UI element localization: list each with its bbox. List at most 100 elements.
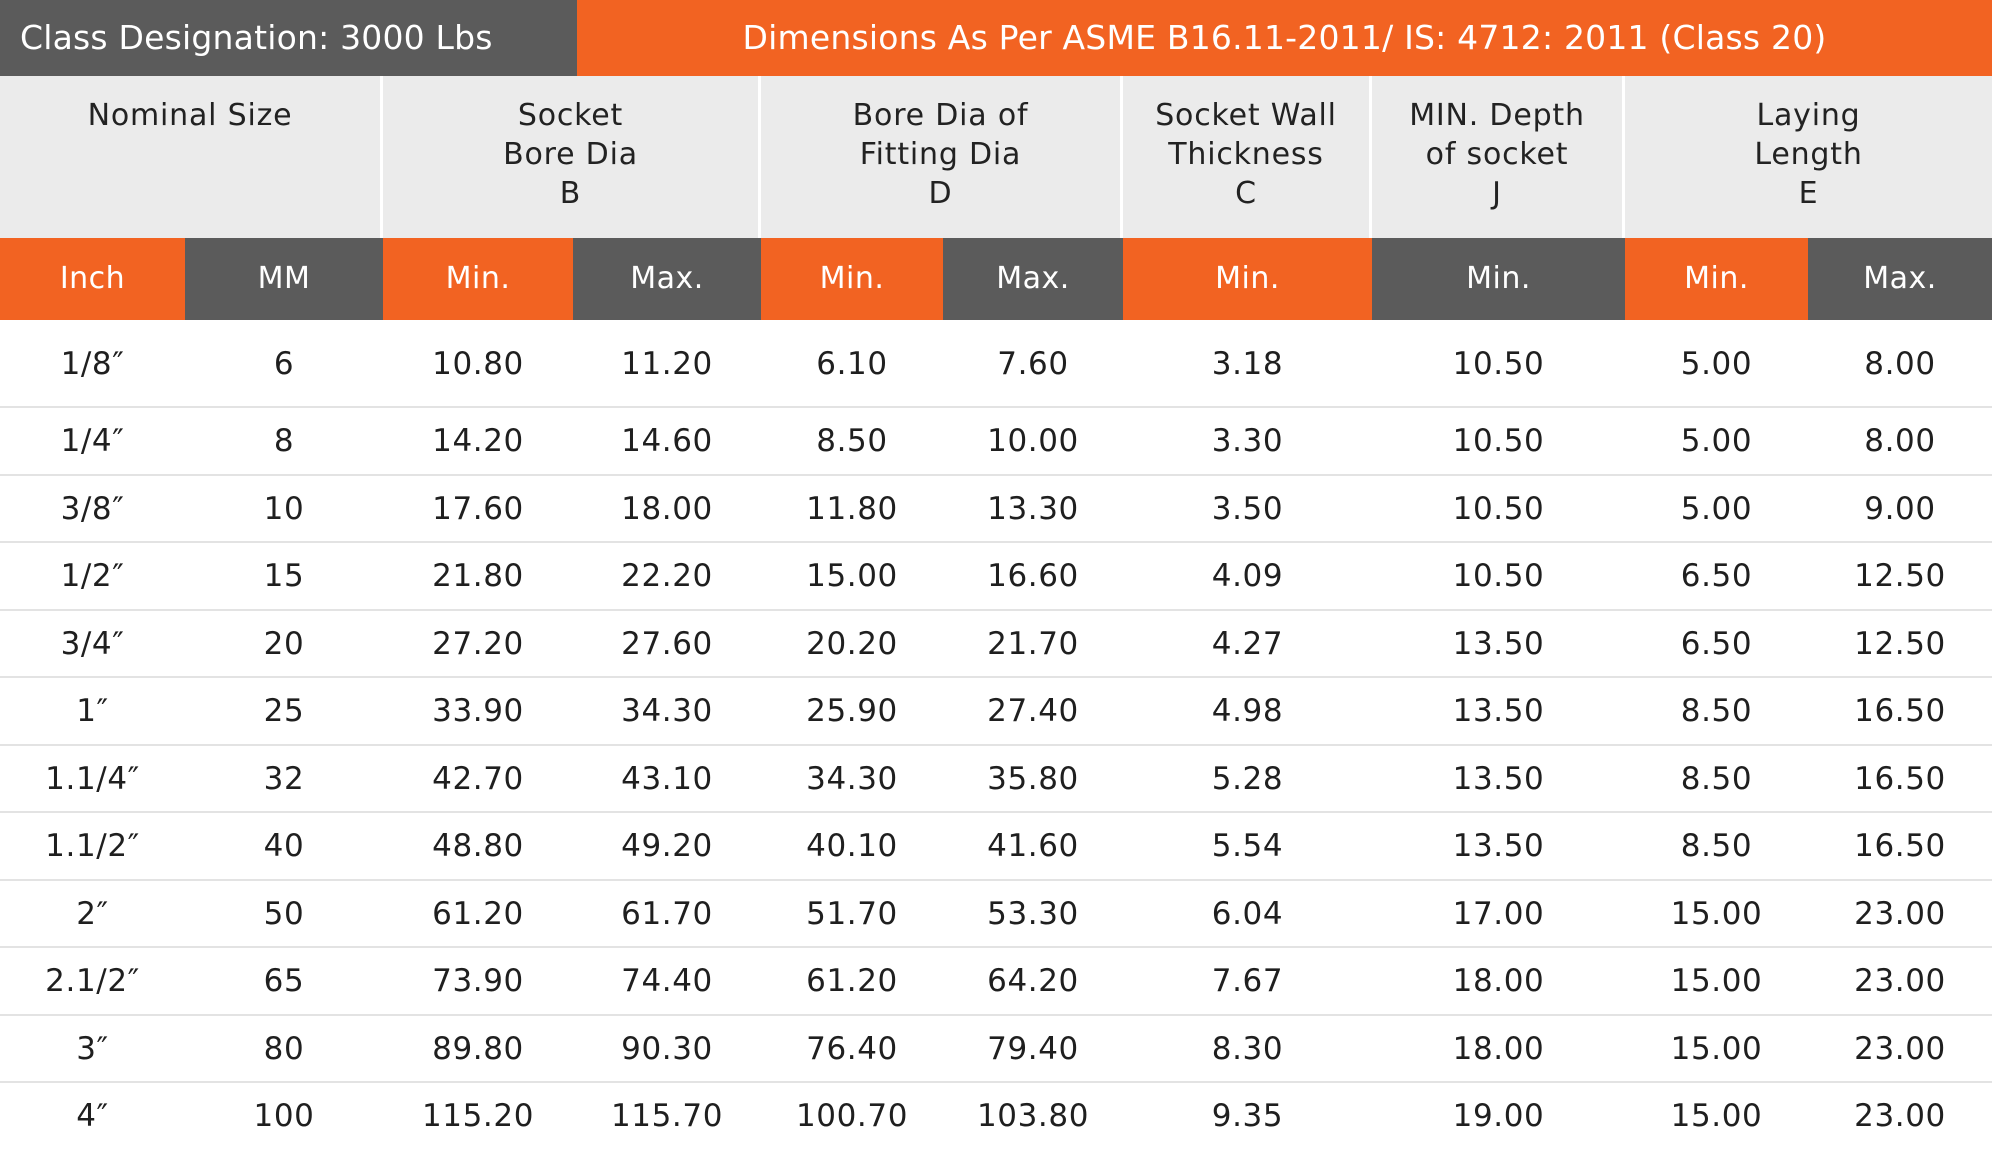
cell-depth-min: 13.50 xyxy=(1452,760,1545,797)
cell-bore-max: 103.80 xyxy=(976,1098,1090,1134)
cell-mm: 25 xyxy=(263,693,305,729)
cell-wall-min: 3.18 xyxy=(1211,346,1284,382)
dimensions-standard-label: Dimensions As Per ASME B16.11-2011/ IS: … xyxy=(577,0,1992,76)
header-line: Socket xyxy=(517,98,624,133)
cell-bore-min: 15.00 xyxy=(806,558,898,594)
cell-mm: 32 xyxy=(263,760,305,797)
cell-socket-max: 74.40 xyxy=(621,963,713,999)
table-row: 1/4″ 8 14.20 14.60 8.50 10.00 3.30 10.50 5.00 8.0… xyxy=(0,408,1992,476)
cell-laying-max: 16.50 xyxy=(1854,760,1946,797)
cell-depth-min: 13.50 xyxy=(1452,693,1545,729)
cell-laying-max: 9.00 xyxy=(1864,490,1936,527)
table-row: 1/2″ 15 21.80 22.20 15.00 16.60 4.09 10.50 6.50 1… xyxy=(0,543,1992,611)
cell-socket-min: 48.80 xyxy=(432,828,524,864)
cell-wall-min: 5.28 xyxy=(1211,760,1284,797)
header-line: B xyxy=(559,176,582,211)
cell-wall-min: 5.54 xyxy=(1211,828,1284,864)
cell-wall-min: 4.09 xyxy=(1211,558,1284,594)
cell-inch: 1/8″ xyxy=(60,346,125,382)
cell-wall-min: 7.67 xyxy=(1211,963,1284,999)
table-body: 1/8″ 6 10.80 11.20 6.10 7.60 3.18 10.50 5.00 8.00… xyxy=(0,320,1992,1151)
cell-socket-max: 34.30 xyxy=(621,693,713,729)
cell-wall-min: 3.30 xyxy=(1211,423,1284,459)
cell-inch: 2″ xyxy=(76,895,109,932)
table-row: 1.1/4″ 32 42.70 43.10 34.30 35.80 5.28 13.50 8.5… xyxy=(0,746,1992,813)
header-line: J xyxy=(1492,176,1502,211)
cell-bore-max: 41.60 xyxy=(987,828,1079,864)
cell-mm: 65 xyxy=(263,963,305,999)
cell-inch: 1″ xyxy=(76,693,109,729)
cell-socket-max: 115.70 xyxy=(610,1098,724,1134)
header-line: of socket xyxy=(1425,137,1569,172)
cell-socket-max: 61.70 xyxy=(621,895,713,932)
subheader-laying-max: Max. xyxy=(1808,238,1992,320)
table-row: 3″ 80 89.80 90.30 76.40 79.40 8.30 18.00 15.00 23… xyxy=(0,1016,1992,1083)
cell-wall-min: 4.27 xyxy=(1211,625,1284,662)
cell-mm: 40 xyxy=(263,828,305,864)
cell-socket-max: 49.20 xyxy=(621,828,713,864)
cell-socket-min: 21.80 xyxy=(432,558,524,594)
table-row: 3/4″ 20 27.20 27.60 20.20 21.70 4.27 13.50 6.50 1… xyxy=(0,611,1992,678)
cell-depth-min: 10.50 xyxy=(1452,423,1545,459)
header-line: Bore Dia of xyxy=(852,98,1029,133)
table-row: 1″ 25 33.90 34.30 25.90 27.40 4.98 13.50 8.50 16.… xyxy=(0,678,1992,746)
header-socket-wall-thickness: Socket Wall Thickness C xyxy=(1123,76,1372,238)
cell-bore-min: 100.70 xyxy=(795,1098,909,1134)
cell-mm: 50 xyxy=(263,895,305,932)
cell-bore-min: 51.70 xyxy=(806,895,898,932)
cell-laying-min: 15.00 xyxy=(1670,1098,1763,1134)
cell-bore-min: 20.20 xyxy=(806,625,898,662)
cell-laying-min: 8.50 xyxy=(1680,693,1753,729)
cell-bore-min: 76.40 xyxy=(806,1030,898,1067)
header-line: MIN. Depth xyxy=(1409,98,1585,133)
cell-laying-min: 15.00 xyxy=(1670,895,1763,932)
cell-wall-min: 6.04 xyxy=(1211,895,1284,932)
cell-bore-min: 11.80 xyxy=(806,490,898,527)
cell-socket-max: 90.30 xyxy=(621,1030,713,1067)
cell-bore-min: 40.10 xyxy=(806,828,898,864)
cell-socket-min: 10.80 xyxy=(432,346,524,382)
cell-socket-min: 33.90 xyxy=(432,693,524,729)
table-row: 1.1/2″ 40 48.80 49.20 40.10 41.60 5.54 13.50 8.5… xyxy=(0,813,1992,881)
cell-inch: 2.1/2″ xyxy=(45,963,140,999)
cell-wall-min: 9.35 xyxy=(1211,1098,1284,1134)
subheader-socket-min: Min. xyxy=(383,238,573,320)
cell-laying-max: 12.50 xyxy=(1854,625,1946,662)
sub-header-row: Inch MM Min. Max. Min. Max. Min. Min. Mi… xyxy=(0,238,1992,320)
cell-socket-min: 61.20 xyxy=(432,895,524,932)
subheader-bore-min: Min. xyxy=(761,238,943,320)
cell-bore-max: 21.70 xyxy=(987,625,1079,662)
cell-bore-max: 64.20 xyxy=(987,963,1079,999)
header-line: Length xyxy=(1754,137,1863,172)
cell-socket-min: 73.90 xyxy=(432,963,524,999)
cell-socket-max: 14.60 xyxy=(621,423,713,459)
table-row: 4″ 100 115.20 115.70 100.70 103.80 9.35 19.00 15… xyxy=(0,1083,1992,1151)
cell-inch: 4″ xyxy=(76,1098,109,1134)
cell-inch: 1.1/2″ xyxy=(45,828,140,864)
cell-laying-min: 6.50 xyxy=(1680,625,1753,662)
cell-mm: 100 xyxy=(253,1098,315,1134)
cell-laying-max: 23.00 xyxy=(1854,1030,1946,1067)
cell-laying-max: 12.50 xyxy=(1854,558,1946,594)
cell-bore-max: 10.00 xyxy=(987,423,1079,459)
cell-laying-max: 16.50 xyxy=(1854,693,1946,729)
header-min-depth-socket: MIN. Depth of socket J xyxy=(1372,76,1625,238)
cell-inch: 1.1/4″ xyxy=(45,760,140,797)
cell-depth-min: 10.50 xyxy=(1452,558,1545,594)
header-line: Laying xyxy=(1756,98,1861,133)
cell-laying-max: 8.00 xyxy=(1864,423,1936,459)
cell-inch: 1/4″ xyxy=(60,423,125,459)
subheader-mm: MM xyxy=(185,238,383,320)
header-nominal-size: Nominal Size xyxy=(0,76,383,238)
cell-laying-max: 23.00 xyxy=(1854,963,1946,999)
cell-inch: 3/8″ xyxy=(60,490,125,527)
cell-depth-min: 13.50 xyxy=(1452,625,1545,662)
cell-socket-min: 115.20 xyxy=(421,1098,535,1134)
cell-bore-min: 6.10 xyxy=(816,346,888,382)
cell-socket-min: 27.20 xyxy=(432,625,524,662)
cell-depth-min: 10.50 xyxy=(1452,490,1545,527)
table-row: 3/8″ 10 17.60 18.00 11.80 13.30 3.50 10.50 5.00 9… xyxy=(0,476,1992,543)
header-line: Nominal Size xyxy=(87,98,293,133)
cell-laying-min: 5.00 xyxy=(1680,346,1753,382)
